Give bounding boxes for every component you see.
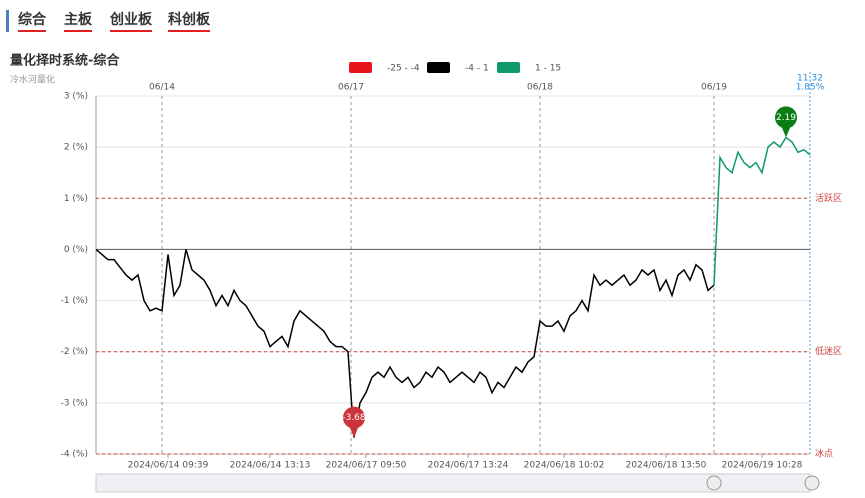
x-tick-label: 2024/06/17 13:24 [428,461,509,471]
x-tick-label: 2024/06/18 10:02 [524,461,605,471]
navigator-handle[interactable] [706,475,722,491]
pin-head [775,106,797,129]
legend-swatch [427,62,450,73]
chart-subtitle: 冷水河量化 [10,74,55,86]
x-tick-label: 2024/06/19 10:28 [722,461,803,471]
chart-title: 量化择时系统-综合 [10,53,120,69]
y-tick-label: -2 (%) [61,347,88,357]
tab-accent [6,10,9,32]
last-time: 11:32 [797,74,823,84]
legend-label: -4 - 1 [465,64,489,74]
x-tick-label: 2024/06/14 09:39 [128,461,209,471]
day-label: 06/17 [338,83,364,93]
y-tick-label: 1 (%) [64,194,88,204]
tab[interactable]: 科创板 [168,11,211,28]
line [713,136,811,286]
last-value: 1.85% [796,83,825,93]
day-label: 06/18 [527,83,553,93]
y-tick-label: -1 (%) [61,296,88,306]
zone-label: 低迷区 [815,345,842,357]
pin-label: 2.19 [776,113,796,123]
pin [781,125,791,138]
legend-swatch [497,62,520,73]
pin-head [343,406,365,429]
navigator-handle[interactable] [804,475,820,491]
x-tick-label: 2024/06/18 13:50 [626,461,707,471]
navigator[interactable] [95,473,811,493]
line [95,248,715,438]
legend-label: 1 - 15 [535,64,561,74]
day-label: 06/19 [701,83,727,93]
legend-label: -25 - -4 [387,64,420,74]
tab[interactable]: 主板 [64,11,93,28]
zone-label: 活跃区 [815,192,842,204]
y-tick-label: -3 (%) [61,398,88,408]
pin [349,425,359,438]
tab[interactable]: 创业板 [109,11,153,28]
zone-label: 冰点 [815,448,833,460]
y-tick-label: 2 (%) [64,143,88,153]
y-tick-label: -4 (%) [61,450,88,460]
x-tick-label: 2024/06/17 09:50 [326,461,407,471]
x-tick-label: 2024/06/14 13:13 [230,461,311,471]
y-tick-label: 0 (%) [64,245,88,255]
tab[interactable]: 综合 [18,11,47,28]
pin-label: -3.68 [342,413,366,423]
day-label: 06/14 [149,83,175,93]
legend-swatch [349,62,372,73]
y-tick-label: 3 (%) [64,92,88,102]
